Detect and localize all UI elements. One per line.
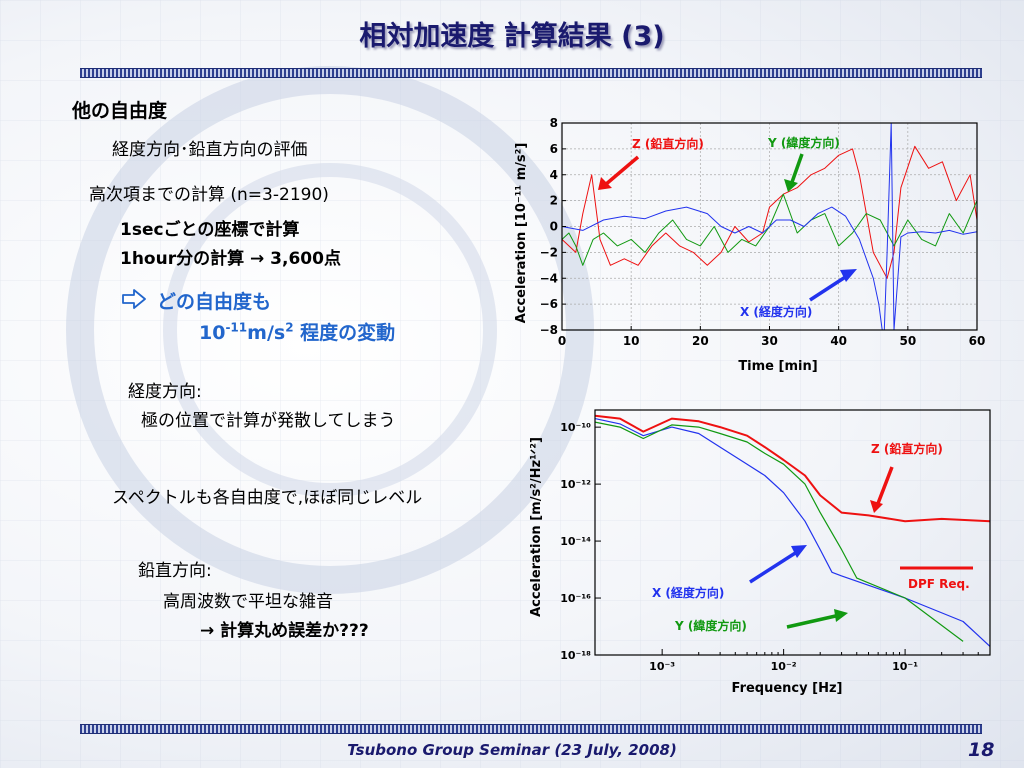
time-chart-ytick-label: 6 (550, 142, 558, 156)
time-chart-ytick-label: −2 (540, 245, 558, 259)
time-chart-xtick-label: 20 (692, 334, 709, 348)
spectrum-chart-ytick-label: 10⁻¹² (560, 478, 591, 491)
highlight-line-1: どの自由度も (157, 291, 272, 313)
time-chart-ticks: 0 10 20 30 40 50 60 −8 −6 −4 −2 0 2 4 6 8 (540, 116, 986, 348)
highlight-unit: m/s (247, 322, 286, 344)
spectrum-chart-xtick-label: 10⁻² (771, 660, 797, 673)
footer-text: Tsubono Group Seminar (23 July, 2008) (347, 741, 677, 759)
highlight-exponent: -11 (225, 320, 248, 335)
spectrum-annotation-y: Y (緯度方向) (674, 618, 747, 633)
spectrum-annotation-z-arrowhead (870, 500, 883, 513)
highlight-unit-exponent: 2 (285, 320, 294, 335)
spectrum-line-z (594, 414, 991, 523)
spectrum-annotation-x: X (経度方向) (652, 585, 724, 600)
time-chart-ytick-label: 0 (550, 220, 558, 234)
time-chart-ylabel: Acceleration [10⁻¹¹ m/s²] (514, 143, 529, 324)
time-chart-xtick-label: 50 (899, 334, 916, 348)
annotation-y-arrowhead (784, 179, 798, 192)
time-chart-xtick-label: 0 (558, 334, 566, 348)
annotation-z-arrowhead (598, 177, 612, 190)
top-divider-band (80, 68, 982, 78)
spectrum-chart-ytick-label: 10⁻¹⁸ (560, 649, 591, 662)
time-chart-ytick-label: −8 (540, 323, 558, 337)
time-chart-ytick-label: −4 (540, 271, 558, 285)
spectrum-annotation-z-arrow (875, 466, 894, 507)
time-series-chart: 0 10 20 30 40 50 60 −8 −6 −4 −2 0 2 4 6 8 Time [min] Ac… (514, 116, 986, 374)
highlight-base: 10 (199, 322, 226, 344)
section-heading: 他の自由度 (72, 100, 168, 122)
annotation-x-arrowhead (840, 269, 857, 282)
spectrum-annotation-x-arrow (749, 548, 801, 584)
time-series-line-z (561, 145, 978, 279)
annotation-x-arrow (809, 272, 851, 302)
annotation-x: X (経度方向) (740, 304, 812, 319)
spectrum-chart-series (594, 414, 991, 647)
page-number: 18 (968, 739, 995, 761)
spectrum-chart-ticks: 10⁻³ 10⁻² 10⁻¹ 10⁻¹⁰ 10⁻¹² 10⁻¹⁴ 10⁻¹⁶ 10⁻¹⁸ (560, 421, 979, 673)
annotation-z: Z (鉛直方向) (632, 136, 704, 151)
hour-note: 1hour分の計算 → 3,600点 (120, 249, 341, 269)
spectrum-annotation-z: Z (鉛直方向) (871, 441, 943, 456)
spectrum-chart-xtick-label: 10⁻³ (649, 660, 675, 673)
highlight-tail: 程度の変動 (293, 322, 396, 344)
time-chart-xtick-label: 60 (969, 334, 986, 348)
spectrum-note: スペクトルも各自由度で,ほぼ同じレベル (112, 488, 423, 508)
vertical-note-1: 高周波数で平坦な雑音 (163, 592, 333, 612)
time-chart-ytick-label: 8 (550, 116, 558, 130)
step-note: 1secごとの座標で計算 (120, 220, 300, 240)
calc-range-text: 高次項までの計算 (n=3-2190) (89, 185, 329, 205)
spectrum-annotation-x-arrowhead (791, 545, 807, 558)
section-subheading: 経度方向･鉛直方向の評価 (112, 140, 308, 160)
spectrum-line-y (594, 421, 964, 642)
time-chart-series (561, 122, 978, 331)
longitude-note: 極の位置で計算が発散してしまう (141, 411, 396, 431)
time-series-line-x (561, 122, 978, 331)
spectrum-chart-xtick-label: 10⁻¹ (892, 660, 918, 673)
right-arrow-outline-icon (122, 289, 146, 309)
time-chart-ytick-label: 2 (550, 194, 558, 208)
spectrum-chart: 10⁻³ 10⁻² 10⁻¹ 10⁻¹⁰ 10⁻¹² 10⁻¹⁴ 10⁻¹⁶ 10⁻¹⁸ Fr… (529, 409, 991, 696)
annotation-z-arrow (603, 155, 640, 187)
annotation-y: Y (緯度方向) (767, 135, 840, 150)
spectrum-annotation-y-arrow (786, 613, 841, 629)
time-chart-ytick-label: 4 (550, 168, 558, 182)
spectrum-annotation-y-arrowhead (834, 609, 848, 622)
time-chart-xtick-label: 10 (623, 334, 640, 348)
annotation-y-arrow (789, 153, 804, 186)
time-chart-xlabel: Time [min] (738, 359, 817, 374)
bottom-divider-band (80, 724, 982, 734)
spectrum-annotation-dpf: DPF Req. (908, 577, 970, 591)
longitude-heading: 経度方向: (128, 382, 202, 402)
time-series-line-y (561, 193, 978, 266)
vertical-note-2: → 計算丸め誤差か??? (200, 621, 369, 641)
spectrum-chart-ytick-label: 10⁻¹⁰ (560, 421, 591, 434)
spectrum-chart-frame (594, 409, 991, 656)
spectrum-chart-ytick-label: 10⁻¹⁴ (560, 535, 591, 548)
time-chart-ytick-label: −6 (540, 297, 558, 311)
spectrum-chart-ytick-label: 10⁻¹⁶ (560, 592, 591, 605)
time-chart-gridlines (562, 123, 977, 330)
time-chart-xtick-label: 40 (830, 334, 847, 348)
slide-title: 相対加速度 計算結果 (3) (359, 21, 665, 52)
spectrum-chart-xlabel: Frequency [Hz] (732, 681, 843, 696)
time-chart-xtick-label: 30 (761, 334, 778, 348)
spectrum-chart-ylabel: Acceleration [m/s²/Hz¹ᐟ²] (529, 437, 544, 617)
highlight-line-2: 10-11m/s2 程度の変動 (199, 318, 395, 345)
vertical-heading: 鉛直方向: (138, 561, 212, 581)
